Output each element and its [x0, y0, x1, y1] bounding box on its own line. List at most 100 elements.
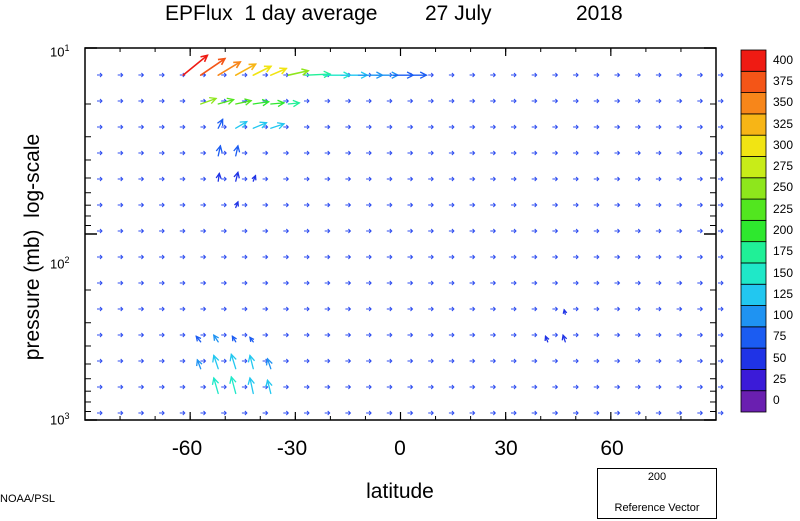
grid-arrow — [117, 72, 124, 78]
grid-arrow — [676, 280, 683, 286]
grid-arrow — [531, 280, 538, 286]
grid-arrow — [386, 410, 393, 416]
grid-arrow — [366, 228, 372, 234]
colorbar-swatch — [740, 390, 767, 413]
grid-arrow — [490, 176, 497, 182]
grid-arrow — [718, 332, 724, 338]
grid-arrow — [655, 306, 662, 312]
grid-arrow — [366, 202, 372, 208]
grid-arrow — [283, 410, 290, 416]
colorbar-swatch — [740, 219, 767, 243]
grid-arrow — [366, 176, 372, 182]
grid-arrow — [448, 306, 455, 312]
grid-arrow — [490, 410, 497, 416]
grid-arrow — [552, 306, 559, 312]
grid-arrow — [511, 358, 517, 364]
grid-arrow — [386, 98, 393, 104]
grid-arrow — [593, 150, 600, 156]
grid-arrow — [386, 202, 393, 208]
grid-arrow — [614, 254, 621, 260]
grid-arrow — [117, 150, 124, 156]
colorbar-swatch — [740, 70, 767, 93]
grid-arrow — [448, 384, 455, 390]
grid-arrow — [428, 72, 434, 78]
grid-arrow — [552, 384, 559, 390]
grid-arrow — [635, 228, 641, 234]
grid-arrow — [386, 176, 393, 182]
grid-arrow — [428, 150, 434, 156]
grid-arrow — [490, 202, 497, 208]
grid-arrow — [718, 254, 724, 260]
colorbar-level-label: 275 — [773, 159, 794, 174]
grid-arrow — [304, 150, 310, 156]
grid-arrow — [221, 358, 227, 364]
grid-arrow — [469, 124, 476, 130]
grid-arrow — [635, 332, 641, 338]
grid-arrow — [573, 150, 579, 156]
grid-arrow — [614, 358, 621, 364]
grid-arrow — [97, 410, 103, 416]
grid-arrow — [159, 202, 165, 208]
grid-arrow — [366, 306, 372, 312]
grid-arrow — [97, 280, 103, 286]
grid-arrow — [552, 332, 559, 338]
grid-arrow — [324, 202, 331, 208]
grid-arrow — [200, 150, 207, 156]
grid-arrow — [138, 332, 145, 338]
grid-arrow — [386, 306, 393, 312]
grid-arrow — [324, 228, 331, 234]
grid-arrow — [448, 280, 455, 286]
grid-arrow — [241, 384, 248, 390]
grid-arrow — [324, 384, 331, 390]
y-tick-10-2: 102 — [50, 255, 70, 272]
grid-arrow — [179, 280, 186, 286]
title-date: 27 July — [425, 2, 492, 25]
grid-arrow — [159, 254, 165, 260]
y-tick-10-3: 103 — [50, 411, 70, 428]
grid-arrow — [635, 72, 641, 78]
colorbar-swatch — [740, 283, 767, 306]
grid-arrow — [573, 228, 579, 234]
grid-arrow — [552, 410, 559, 416]
grid-arrow — [304, 384, 310, 390]
grid-arrow — [635, 358, 641, 364]
grid-arrow — [552, 254, 559, 260]
grid-arrow — [718, 306, 724, 312]
grid-arrow — [469, 358, 476, 364]
grid-arrow — [117, 98, 124, 104]
grid-arrow — [138, 150, 145, 156]
vector-arrow — [561, 333, 568, 343]
grid-arrow — [138, 124, 145, 130]
title-main: EPFlux 1 day average — [165, 2, 378, 25]
grid-arrow — [531, 176, 538, 182]
grid-arrow — [469, 254, 476, 260]
grid-arrow — [573, 332, 579, 338]
vector-arrow — [231, 335, 237, 343]
grid-arrow — [552, 98, 559, 104]
vector-arrow — [233, 144, 241, 157]
x-tick-0: 0 — [394, 437, 406, 460]
grid-arrow — [345, 358, 352, 364]
grid-arrow — [179, 228, 186, 234]
grid-arrow — [635, 254, 641, 260]
x-tick-60: 60 — [600, 437, 624, 460]
grid-arrow — [241, 410, 248, 416]
colorbar — [740, 49, 767, 413]
grid-arrow — [531, 384, 538, 390]
grid-arrow — [593, 280, 600, 286]
grid-arrow — [697, 280, 704, 286]
grid-arrow — [676, 358, 683, 364]
grid-arrow — [428, 254, 434, 260]
vector-arrow — [217, 118, 224, 129]
grid-arrow — [676, 150, 683, 156]
grid-arrow — [262, 202, 269, 208]
grid-arrow — [718, 228, 724, 234]
grid-arrow — [200, 254, 207, 260]
grid-arrow — [262, 306, 269, 312]
grid-arrow — [97, 332, 103, 338]
vector-arrow — [213, 334, 219, 343]
grid-arrow — [324, 98, 331, 104]
grid-arrow — [593, 124, 600, 130]
grid-arrow — [593, 358, 600, 364]
grid-arrow — [573, 254, 579, 260]
